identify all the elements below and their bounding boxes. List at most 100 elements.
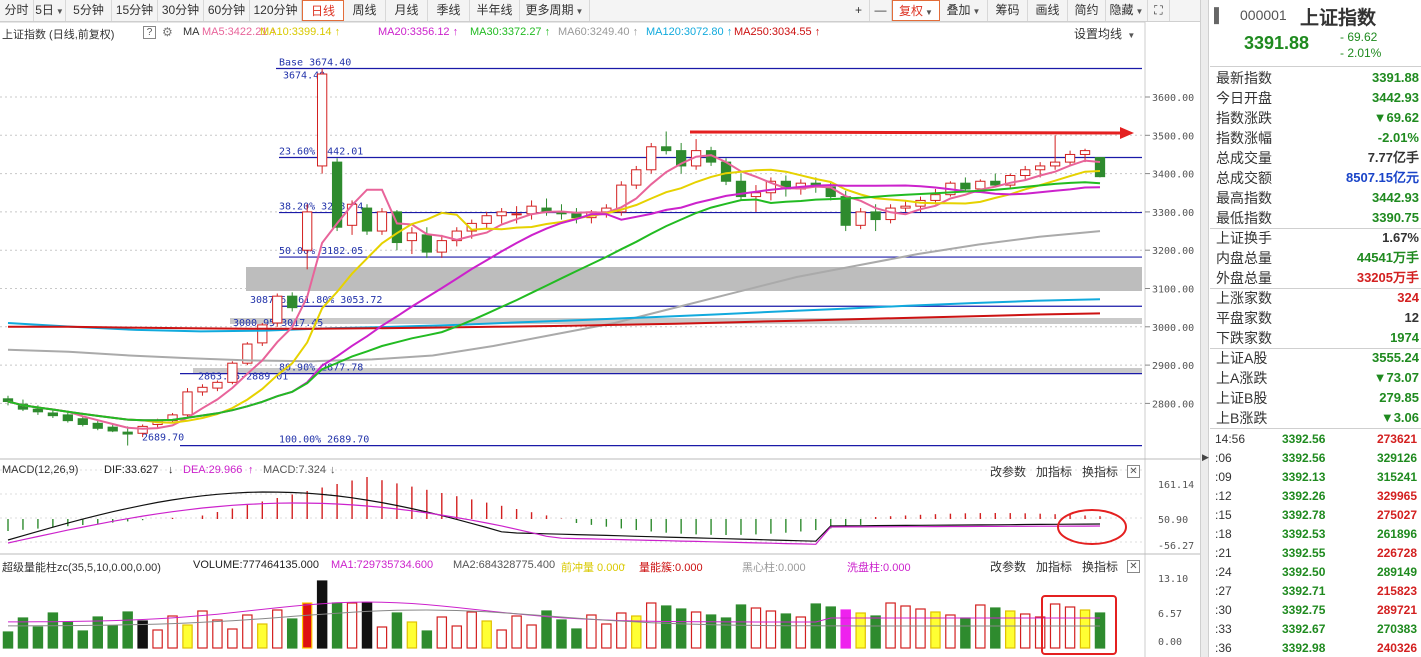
candle-body: [332, 162, 341, 227]
quote-value: 279.85: [1379, 388, 1419, 408]
candle-body: [662, 147, 671, 151]
quote-row: 总成交量 7.77亿手: [1210, 148, 1421, 168]
quote-label: 上证B股: [1216, 388, 1267, 408]
y-tick-label: 3100.00: [1152, 285, 1194, 296]
quote-row: 上证A股 3555.24: [1210, 348, 1421, 368]
y-tick-label: 3000.00: [1152, 323, 1194, 334]
quote-row: 下跌家数 1974: [1210, 328, 1421, 348]
panel-divider[interactable]: [1200, 0, 1209, 657]
dea-line: [8, 503, 1100, 544]
candle-body: [362, 208, 371, 231]
quote-row: 上B涨跌 ▼3.06: [1210, 408, 1421, 428]
quote-label: 上证A股: [1216, 348, 1267, 368]
quote-label: 上涨家数: [1216, 288, 1272, 308]
tick-time: :24: [1215, 563, 1232, 582]
quote-value: 7.77亿手: [1368, 148, 1419, 168]
quote-label: 总成交量: [1216, 148, 1272, 168]
vol-switch-button[interactable]: 换指标: [1082, 558, 1118, 575]
vol-close-icon[interactable]: ✕: [1127, 560, 1140, 573]
tick-row: :27 3392.71 215823: [1210, 582, 1421, 601]
fib-label: Base 3674.40: [279, 58, 351, 69]
macd-params-button[interactable]: 改参数: [990, 463, 1026, 480]
volume-bar: [617, 613, 626, 648]
volume-bar: [422, 631, 431, 648]
tick-price: 3392.98: [1282, 639, 1325, 657]
macd-close-icon[interactable]: ✕: [1127, 465, 1140, 478]
quote-row: 平盘家数 12: [1210, 308, 1421, 328]
dif-arrow: ↓: [168, 464, 174, 476]
arrow-head-icon: [1120, 127, 1134, 139]
tick-row: :24 3392.50 289149: [1210, 563, 1421, 582]
volume-bar: [362, 603, 371, 648]
ma30-line: [8, 182, 1100, 420]
trend-arrow-line: [690, 132, 1122, 133]
tick-row: :33 3392.67 270383: [1210, 620, 1421, 639]
quote-label: 上证换手: [1216, 228, 1272, 248]
volume-bar: [1036, 617, 1045, 648]
tick-price: 3392.26: [1282, 487, 1325, 506]
y-tick-label: 3300.00: [1152, 208, 1194, 219]
quote-value: 3390.75: [1372, 208, 1419, 228]
candle-body: [303, 212, 312, 250]
resistance-zone: [246, 267, 1142, 291]
volume-bar: [946, 615, 955, 648]
volume-bar: [602, 624, 611, 648]
volume-bar: [781, 614, 790, 648]
vol-add-button[interactable]: 加指标: [1036, 558, 1072, 575]
tick-time: :27: [1215, 582, 1232, 601]
quote-row: 今日开盘 3442.93: [1210, 88, 1421, 108]
candle-body: [647, 147, 656, 170]
candle-body: [751, 193, 760, 197]
volume-bar: [467, 612, 476, 648]
quote-label: 最高指数: [1216, 188, 1272, 208]
quote-value: 1974: [1390, 328, 1419, 348]
tick-time: :33: [1215, 620, 1232, 639]
volume-bar: [826, 607, 835, 648]
tick-volume: 329126: [1377, 449, 1417, 468]
tick-price: 3392.55: [1282, 544, 1325, 563]
candle-body: [63, 415, 72, 421]
quote-value: 44541万手: [1357, 248, 1419, 268]
tick-row: :12 3392.26 329965: [1210, 487, 1421, 506]
volume-bar: [347, 603, 356, 648]
tick-row: :09 3392.13 315241: [1210, 468, 1421, 487]
volume-bar: [198, 611, 207, 648]
quote-value: ▼73.07: [1374, 368, 1419, 388]
tick-row: :15 3392.78 275027: [1210, 506, 1421, 525]
tick-row: :18 3392.53 261896: [1210, 525, 1421, 544]
collapse-arrow-icon[interactable]: ▶: [1202, 452, 1209, 463]
volume-bar: [258, 624, 267, 648]
vol-y-tick: 6.57: [1158, 609, 1182, 620]
tick-volume: 289721: [1377, 601, 1417, 620]
quote-row: 最低指数 3390.75: [1210, 208, 1421, 228]
candle-body: [138, 426, 147, 433]
section-divider: [1210, 288, 1421, 289]
macd-add-button[interactable]: 加指标: [1036, 463, 1072, 480]
volume-bar: [1021, 614, 1030, 648]
vol-params-button[interactable]: 改参数: [990, 558, 1026, 575]
volume-bar: [288, 619, 297, 648]
quote-label: 总成交额: [1216, 168, 1272, 188]
tick-time: :30: [1215, 601, 1232, 620]
quote-value: 3555.24: [1372, 348, 1419, 368]
ma10-line: [8, 170, 1100, 423]
volume-bar: [736, 605, 745, 648]
candle-body: [228, 363, 237, 382]
macd-switch-button[interactable]: 换指标: [1082, 463, 1118, 480]
tick-row: :30 3392.75 289721: [1210, 601, 1421, 620]
candle-body: [213, 382, 222, 388]
candle-body: [632, 170, 641, 185]
volume-bar: [691, 612, 700, 648]
macd-dif: DIF:33.627: [104, 464, 158, 476]
volume-bar: [3, 632, 12, 648]
volume-bar: [392, 613, 401, 648]
dea-arrow: ↑: [248, 464, 254, 476]
tick-row: 14:56 3392.56 273621: [1210, 430, 1421, 449]
back-arrow-icon[interactable]: ▌: [1214, 7, 1224, 23]
quote-row: 上涨家数 324: [1210, 288, 1421, 308]
divider-line: [1210, 66, 1421, 67]
tick-volume: 275027: [1377, 506, 1417, 525]
vol-buttons: 改参数 加指标 换指标 ✕: [990, 557, 1150, 575]
volume-bar: [721, 618, 730, 648]
